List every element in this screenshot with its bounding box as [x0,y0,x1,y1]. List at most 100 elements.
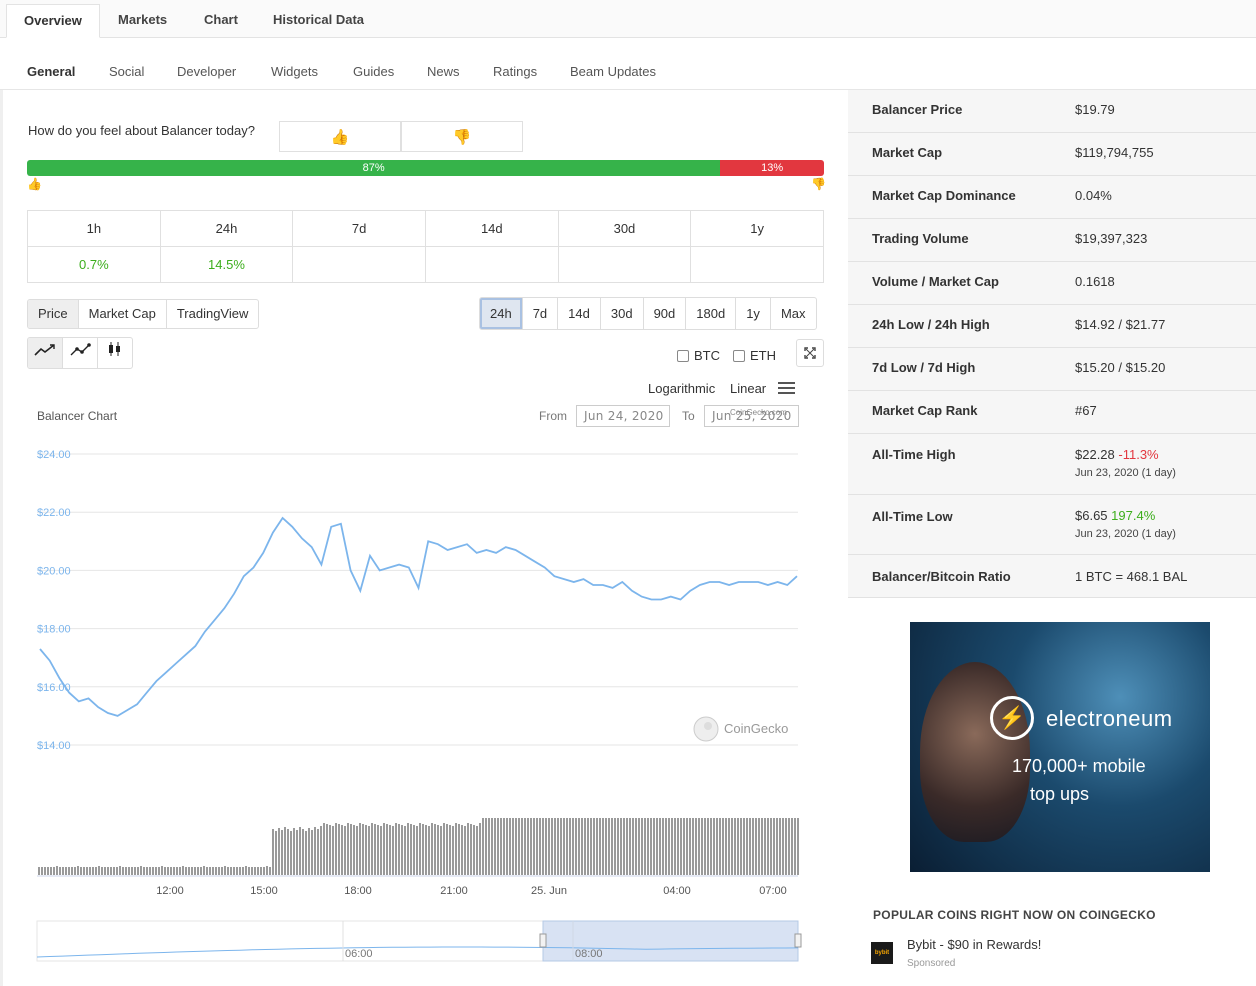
volume-bar [449,825,451,875]
market-cap-button[interactable]: Market Cap [79,300,167,328]
range-30d-button[interactable]: 30d [601,298,644,329]
volume-bar [281,830,283,875]
atl-row: All-Time Low $6.65 197.4% Jun 23, 2020 (… [848,495,1256,555]
tab-overview[interactable]: Overview [6,4,100,38]
volume-bar [653,818,655,875]
from-label: From [539,409,567,423]
volume-bar [791,818,793,875]
volume-bar [413,825,415,875]
thumbs-up-icon: 👍 [330,128,350,146]
btc-checkbox[interactable]: BTC [677,348,720,363]
stat-row: Market Cap Dominance 0.04% [848,176,1256,219]
volume-bar [116,867,118,875]
line-chart-button[interactable] [28,338,63,368]
price-chart: $24.00 $22.00 $20.00 $18.00 $16.00 $14.00 12:… [36,449,802,962]
range-24h-button[interactable]: 24h [480,298,523,329]
volume-bar [149,867,151,875]
volume-bar [92,867,94,875]
popular-coins-title: POPULAR COINS RIGHT NOW ON COINGECKO [873,908,1156,922]
navigator-handle-left[interactable] [539,933,547,948]
logarithmic-button[interactable]: Logarithmic [648,381,716,396]
range-1y-button[interactable]: 1y [736,298,771,329]
navigator-handle-right[interactable] [794,933,802,948]
range-90d-button[interactable]: 90d [644,298,687,329]
volume-bar [89,867,91,875]
subtab-guides[interactable]: Guides [353,64,395,79]
tab-chart[interactable]: Chart [204,12,238,27]
volume-bar [188,867,190,875]
volume-bar [311,830,313,875]
y-tick-label: $16.00 [37,682,71,694]
volume-bar [584,818,586,875]
chart-menu-icon[interactable] [778,382,795,397]
volume-bar [494,818,496,875]
atl-value: $6.65 [1075,508,1108,523]
subtab-ratings[interactable]: Ratings [493,64,538,79]
volume-bar [470,824,472,875]
tab-historical-data[interactable]: Historical Data [273,12,365,27]
volume-bar [206,867,208,875]
volume-bar [695,818,697,875]
bybit-link[interactable]: Bybit - $90 in Rewards! [907,937,1042,952]
tradingview-button[interactable]: TradingView [176,306,249,321]
volume-bar [416,826,418,875]
ratio-label: Balancer/Bitcoin Ratio [872,569,1011,584]
range-max-button[interactable]: Max [780,306,806,321]
volume-bar [299,827,301,875]
volume-bar [785,818,787,875]
checkbox-box[interactable] [677,349,689,362]
volume-bar [611,818,613,875]
volume-bar [344,826,346,875]
subtab-social[interactable]: Social [109,64,145,79]
volume-bar [440,826,442,875]
point-line-chart-button[interactable] [63,338,98,368]
chart-grid [37,453,798,746]
range-180d-button[interactable]: 180d [686,298,737,329]
volume-bar [458,824,460,875]
volume-bar [227,867,229,875]
price-button[interactable]: Price [28,300,79,328]
to-date-input[interactable]: Jun 25, 2020 [704,405,799,427]
subtab-news[interactable]: News [427,64,460,79]
volume-bar [200,867,202,875]
tab-markets[interactable]: Markets [118,12,168,27]
stat-row: Balancer Price $19.79 [848,90,1256,133]
volume-bar [635,818,637,875]
subtab-beam-updates[interactable]: Beam Updates [570,64,656,79]
volume-bar [392,826,394,875]
vote-up-button[interactable]: 👍 [279,121,401,152]
x-tick-label: 18:00 [344,885,372,897]
navigator[interactable]: 06:00 08:00 [36,920,802,962]
vote-down-button[interactable]: 👎 [401,121,523,152]
fullscreen-button[interactable] [796,339,824,367]
stat-label: Balancer Price [872,102,963,117]
volume-bar [254,867,256,875]
stat-row: 7d Low / 7d High $15.20 / $15.20 [848,348,1256,391]
volume-bar [605,818,607,875]
candlestick-chart-button[interactable] [98,338,132,368]
stat-row: Trading Volume $19,397,323 [848,219,1256,262]
value-1h: 0.7% [27,246,161,283]
from-date-input[interactable]: Jun 24, 2020 [576,405,670,427]
volume-bar [86,867,88,875]
subtab-developer[interactable]: Developer [177,64,237,79]
volume-bar [575,818,577,875]
volume-bar [143,867,145,875]
stat-label: Trading Volume [872,231,969,246]
subtab-widgets[interactable]: Widgets [271,64,318,79]
volume-bar [77,866,79,875]
range-14d-button[interactable]: 14d [558,298,601,329]
checkbox-box[interactable] [733,349,745,362]
volume-bar [398,824,400,875]
volume-bar [617,818,619,875]
volume-bar [350,824,352,875]
volume-bar [428,826,430,875]
volume-bar [479,823,481,875]
volume-bar [650,818,652,875]
advertisement-banner[interactable]: ⚡ electroneum 170,000+ mobile top ups [910,622,1210,872]
eth-checkbox[interactable]: ETH [733,348,776,363]
volume-bar [503,818,505,875]
subtab-general[interactable]: General [27,64,76,79]
range-7d-button[interactable]: 7d [523,298,559,329]
linear-button[interactable]: Linear [730,381,767,396]
